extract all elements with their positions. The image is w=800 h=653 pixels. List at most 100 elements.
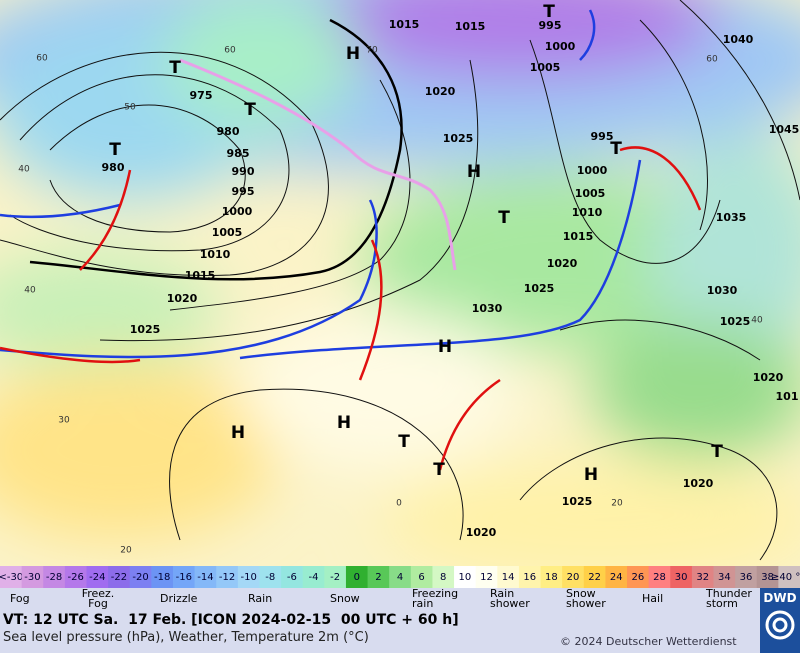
scale-cell bbox=[389, 566, 412, 588]
isobar-label: 1005 bbox=[212, 226, 243, 239]
pressure-center: H bbox=[337, 413, 351, 433]
scale-cell bbox=[670, 566, 693, 588]
isobar-label: 1020 bbox=[466, 526, 497, 539]
scale-cell bbox=[605, 566, 628, 588]
scale-cell bbox=[583, 566, 606, 588]
scale-cell bbox=[108, 566, 131, 588]
warm-front bbox=[358, 239, 383, 381]
scale-label: 22 bbox=[588, 572, 601, 583]
legend-item: Fog bbox=[10, 592, 30, 605]
isobar-label: 1025 bbox=[720, 315, 751, 328]
isobar-label: 1020 bbox=[425, 85, 456, 98]
temperature-scale: <-30 -30 -28 -26 -24 -22 -20 -18 -16 -14 -12 -10 -8-… bbox=[0, 566, 800, 588]
scale-label: -24 bbox=[89, 572, 105, 583]
scale-label: 20 bbox=[567, 572, 580, 583]
description: Sea level pressure (hPa), Weather, Tempe… bbox=[3, 630, 369, 645]
cold-front bbox=[239, 159, 642, 360]
isobars bbox=[0, 0, 800, 561]
isobar-label: 1025 bbox=[443, 132, 474, 145]
legend-item: Snow shower bbox=[566, 587, 606, 610]
warm-front bbox=[79, 169, 132, 271]
isobar-label: 1025 bbox=[562, 495, 593, 508]
logo: DWD bbox=[760, 588, 800, 653]
legend-item: Hail bbox=[642, 592, 664, 605]
scale-label: 0 bbox=[354, 572, 360, 583]
valid-time: VT: 12 UTC Sa. 17 Feb. [ICON 2024-02-15 … bbox=[3, 612, 459, 628]
warm-front bbox=[619, 146, 702, 211]
pressure-center: T bbox=[398, 432, 410, 452]
scale-label: 34 bbox=[718, 572, 731, 583]
scale-cell bbox=[756, 566, 779, 588]
pressure-center: H bbox=[438, 337, 452, 357]
scale-label: -4 bbox=[309, 572, 319, 583]
isobar-label: 980 bbox=[217, 125, 240, 138]
isobar-label: 990 bbox=[232, 165, 255, 178]
scale-label: -2 bbox=[330, 572, 340, 583]
grid-label: 40 bbox=[24, 286, 36, 296]
scale-label: <-30 bbox=[0, 572, 23, 583]
pressure-center: T bbox=[169, 58, 181, 78]
scale-cell bbox=[778, 566, 800, 588]
isobar-label: 1020 bbox=[167, 292, 198, 305]
scale-label: 28 bbox=[653, 572, 666, 583]
isobar-label: 995 bbox=[539, 19, 562, 32]
grid-label: 60 bbox=[224, 46, 236, 56]
grid-label: 20 bbox=[120, 546, 132, 556]
scale-cell bbox=[302, 566, 325, 588]
scale-cell bbox=[151, 566, 174, 588]
scale-label: 24 bbox=[610, 572, 623, 583]
scale-cell bbox=[648, 566, 671, 588]
scale-label: 32 bbox=[696, 572, 709, 583]
scale-cell bbox=[216, 566, 239, 588]
scale-label: 12 bbox=[480, 572, 493, 583]
scale-label: -22 bbox=[111, 572, 127, 583]
scale-cell bbox=[237, 566, 260, 588]
scale-cell bbox=[454, 566, 477, 588]
grid-label: 20 bbox=[611, 499, 623, 509]
scale-label: -16 bbox=[176, 572, 192, 583]
scale-cell bbox=[627, 566, 650, 588]
scale-label: -6 bbox=[287, 572, 297, 583]
scale-cell bbox=[21, 566, 44, 588]
scale-cell bbox=[172, 566, 196, 588]
pressure-center: T bbox=[543, 2, 555, 22]
pressure-center: T bbox=[109, 140, 121, 160]
scale-cell bbox=[43, 566, 66, 588]
isobar-label: 1035 bbox=[716, 211, 747, 224]
scale-label: 10 bbox=[458, 572, 471, 583]
grid-label: 0 bbox=[396, 499, 402, 509]
legend-item: Drizzle bbox=[160, 592, 198, 605]
isobar-label: 995 bbox=[591, 130, 614, 143]
scale-label: -12 bbox=[219, 572, 235, 583]
temperature-field bbox=[0, 0, 800, 566]
scale-cell bbox=[432, 566, 455, 588]
warm-front bbox=[0, 346, 141, 364]
scale-cell bbox=[518, 566, 542, 588]
isobar-label: 1000 bbox=[577, 164, 608, 177]
pressure-center: T bbox=[433, 460, 445, 480]
isobar-label: 980 bbox=[102, 161, 125, 174]
isobar-label: 1020 bbox=[547, 257, 578, 270]
isobar-label: 1030 bbox=[707, 284, 738, 297]
isobar-label: 101 bbox=[776, 390, 799, 403]
legend-item: Rain shower bbox=[490, 587, 530, 610]
pressure-center: T bbox=[244, 100, 256, 120]
pressure-center: T bbox=[711, 442, 723, 462]
map: 1015 1015 995 1000 1005 1040 1020 1025 995 1000 10… bbox=[0, 0, 800, 566]
scale-cell bbox=[410, 566, 433, 588]
occlusion bbox=[179, 58, 457, 271]
grid-label: 40 bbox=[751, 316, 763, 326]
pressure-center: H bbox=[467, 162, 481, 182]
isobar-label: 995 bbox=[232, 185, 255, 198]
isobar-label: 1000 bbox=[545, 40, 576, 53]
scale-cell bbox=[713, 566, 736, 588]
isobar-label: 1020 bbox=[753, 371, 784, 384]
grid-label: 70 bbox=[366, 46, 378, 56]
scale-cell bbox=[345, 566, 369, 588]
scale-label: -10 bbox=[240, 572, 256, 583]
scale-label: -8 bbox=[265, 572, 275, 583]
isobar-label: 1040 bbox=[723, 33, 754, 46]
scale-label: 14 bbox=[502, 572, 515, 583]
scale-label: 26 bbox=[631, 572, 644, 583]
